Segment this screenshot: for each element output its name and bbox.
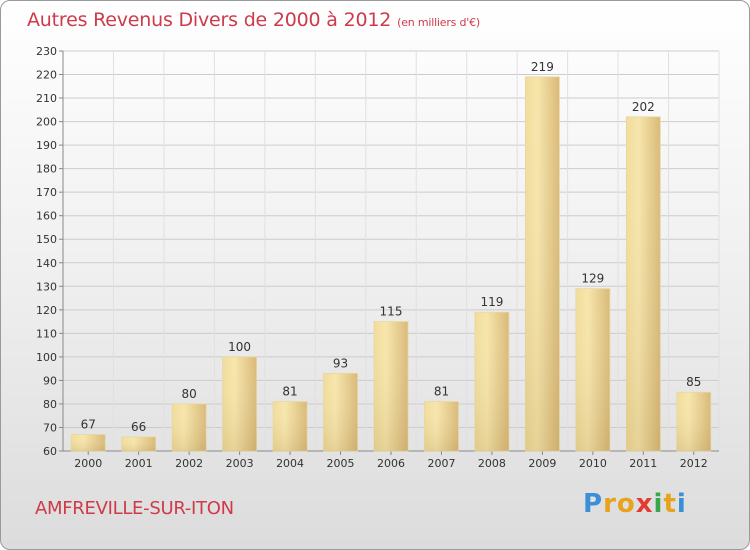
y-tick-label: 200	[36, 116, 57, 129]
x-tick-label: 2012	[680, 457, 708, 470]
data-label: 100	[228, 340, 251, 354]
data-label: 80	[182, 387, 197, 401]
bar-group	[676, 391, 712, 452]
bar-shade	[121, 436, 156, 451]
logo-letter: o	[616, 489, 636, 519]
y-tick-label: 90	[43, 374, 57, 387]
bar-shade	[474, 312, 509, 451]
logo-letter: x	[635, 489, 654, 519]
logo-letter: t	[663, 489, 677, 519]
label-layer: 67 66 80 100 81 93 115 81 119 219 129 202 85	[81, 60, 702, 434]
bar-shade	[323, 373, 358, 451]
bar-shade	[626, 116, 661, 451]
bar-shade	[575, 288, 610, 451]
bar-group	[272, 401, 308, 452]
x-tick-label: 2004	[276, 457, 304, 470]
y-tick-label: 210	[36, 92, 57, 105]
bar-group	[474, 311, 510, 452]
bar-shade	[71, 434, 106, 451]
data-label: 119	[480, 295, 503, 309]
bar-shade	[424, 401, 459, 451]
y-tick-label: 150	[36, 233, 57, 246]
y-tick-label: 130	[36, 280, 57, 293]
x-tick-label: 2000	[74, 457, 102, 470]
bar-group	[424, 401, 459, 452]
bar-shade	[525, 76, 560, 451]
chart-title-text: Autres Revenus Divers de 2000 à 2012	[27, 9, 392, 31]
logo-letter: P	[583, 489, 604, 519]
chart-title: Autres Revenus Divers de 2000 à 2012 (en …	[27, 9, 480, 31]
logo-letter: i	[653, 489, 664, 519]
data-label: 67	[81, 418, 96, 432]
y-tick-label: 170	[36, 186, 57, 199]
data-label: 81	[282, 385, 297, 399]
x-tick-label: 2010	[579, 457, 607, 470]
location-name: AMFREVILLE-SUR-ITON	[35, 498, 234, 519]
x-tick-label: 2007	[427, 457, 455, 470]
bar-group	[70, 434, 106, 452]
data-label: 66	[131, 420, 146, 434]
data-label: 81	[434, 385, 449, 399]
chart-subtitle: (en milliers d'€)	[397, 16, 481, 29]
x-tick-label: 2002	[175, 457, 203, 470]
y-tick-label: 220	[36, 69, 57, 82]
logo-letter: i	[676, 489, 687, 519]
y-tick-label: 60	[43, 445, 57, 458]
bar-shade	[676, 392, 711, 451]
x-tick-label: 2006	[377, 457, 405, 470]
bar-shade	[374, 321, 408, 451]
y-tick-label: 190	[36, 139, 57, 152]
data-label: 85	[686, 375, 701, 389]
bar-group	[373, 321, 409, 452]
data-label: 115	[380, 305, 403, 319]
bar-shade	[222, 356, 257, 451]
bar-group	[222, 356, 258, 452]
y-tick-label: 70	[43, 421, 57, 434]
bar-shade	[273, 401, 308, 451]
proxiti-logo[interactable]: Proxiti	[583, 489, 687, 519]
x-tick-label: 2008	[478, 457, 506, 470]
bar-group	[323, 372, 358, 452]
logo-letter: r	[603, 489, 617, 519]
y-tick-label: 100	[36, 351, 57, 364]
bar-group	[625, 116, 661, 452]
x-tick-label: 2009	[528, 457, 556, 470]
y-tick-label: 120	[36, 304, 57, 317]
y-tick-label: 110	[36, 327, 57, 340]
bar-group	[524, 76, 560, 452]
bar-group	[171, 403, 207, 452]
bar-group	[575, 288, 611, 452]
x-tick-label: 2005	[327, 457, 355, 470]
y-tick-label: 180	[36, 163, 57, 176]
data-label: 93	[333, 356, 348, 370]
y-tick-label: 140	[36, 257, 57, 270]
x-tick-label: 2011	[629, 457, 657, 470]
data-label: 129	[581, 272, 604, 286]
bar-shade	[172, 403, 207, 451]
x-tick-label: 2003	[226, 457, 254, 470]
axis-layer: 60 70 80 90 100 110 120 130 140 150 160 170 180 190 20…	[36, 45, 719, 470]
data-label: 202	[632, 100, 655, 114]
bar-layer	[70, 76, 712, 452]
x-tick-label: 2001	[125, 457, 153, 470]
bar-group	[121, 436, 157, 452]
y-tick-label: 230	[36, 45, 57, 58]
y-tick-label: 80	[43, 398, 57, 411]
data-label: 219	[531, 60, 554, 74]
y-tick-label: 160	[36, 210, 57, 223]
